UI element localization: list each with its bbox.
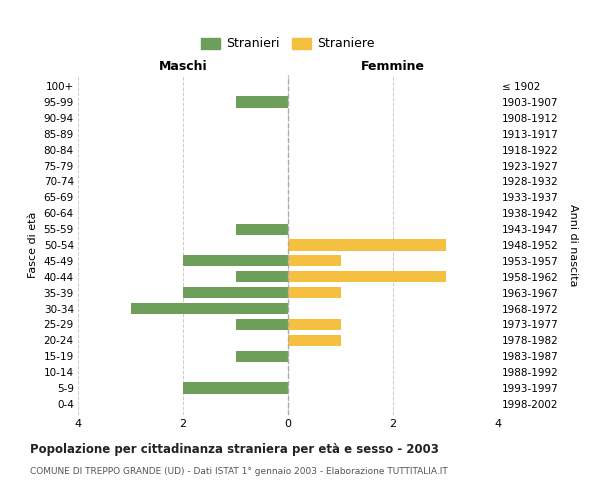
Text: COMUNE DI TREPPO GRANDE (UD) - Dati ISTAT 1° gennaio 2003 - Elaborazione TUTTITA: COMUNE DI TREPPO GRANDE (UD) - Dati ISTA… bbox=[30, 468, 448, 476]
Y-axis label: Fasce di età: Fasce di età bbox=[28, 212, 38, 278]
Bar bbox=[288, 256, 341, 266]
Bar bbox=[183, 287, 288, 298]
Legend: Stranieri, Straniere: Stranieri, Straniere bbox=[197, 34, 379, 54]
Y-axis label: Anni di nascita: Anni di nascita bbox=[568, 204, 578, 286]
Bar bbox=[130, 303, 288, 314]
Bar bbox=[235, 224, 288, 234]
Bar bbox=[183, 382, 288, 394]
Bar bbox=[235, 271, 288, 282]
Bar bbox=[235, 319, 288, 330]
Text: Maschi: Maschi bbox=[158, 60, 208, 74]
Bar bbox=[288, 335, 341, 346]
Bar bbox=[288, 240, 445, 250]
Bar bbox=[288, 271, 445, 282]
Text: Popolazione per cittadinanza straniera per età e sesso - 2003: Popolazione per cittadinanza straniera p… bbox=[30, 442, 439, 456]
Text: Femmine: Femmine bbox=[361, 60, 425, 74]
Bar bbox=[288, 287, 341, 298]
Bar bbox=[288, 319, 341, 330]
Bar bbox=[183, 256, 288, 266]
Bar bbox=[235, 350, 288, 362]
Bar bbox=[235, 96, 288, 108]
